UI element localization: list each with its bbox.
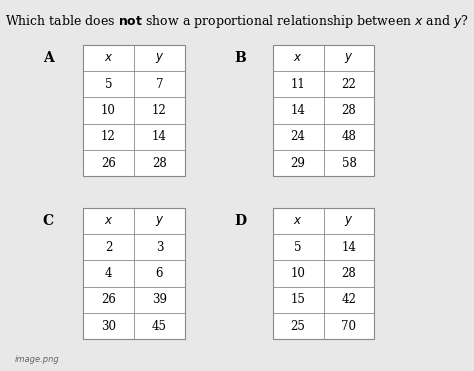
Text: 22: 22 [342, 78, 356, 91]
Text: 12: 12 [101, 130, 116, 143]
Text: B: B [235, 50, 246, 65]
Text: $x$: $x$ [293, 214, 303, 227]
Text: 14: 14 [152, 130, 167, 143]
Text: 39: 39 [152, 293, 167, 306]
Text: A: A [43, 50, 54, 65]
Text: 45: 45 [152, 320, 167, 333]
Text: 2: 2 [105, 241, 112, 254]
Text: 5: 5 [294, 241, 302, 254]
Text: 42: 42 [342, 293, 356, 306]
Text: C: C [43, 214, 54, 228]
Text: 6: 6 [155, 267, 163, 280]
Text: 28: 28 [152, 157, 167, 170]
Text: $x$: $x$ [104, 51, 113, 64]
Text: 3: 3 [155, 241, 163, 254]
Text: 26: 26 [101, 157, 116, 170]
FancyBboxPatch shape [83, 45, 185, 176]
Text: D: D [235, 214, 247, 228]
Text: image.png: image.png [14, 355, 59, 364]
Text: 58: 58 [342, 157, 356, 170]
Text: 15: 15 [291, 293, 305, 306]
Text: 28: 28 [342, 104, 356, 117]
Text: 11: 11 [291, 78, 305, 91]
Text: 10: 10 [291, 267, 305, 280]
Text: $y$: $y$ [155, 214, 164, 228]
Text: 4: 4 [105, 267, 112, 280]
FancyBboxPatch shape [273, 208, 374, 339]
Text: 26: 26 [101, 293, 116, 306]
Text: $y$: $y$ [344, 214, 354, 228]
Text: 48: 48 [342, 130, 356, 143]
Text: 30: 30 [101, 320, 116, 333]
Text: 70: 70 [341, 320, 356, 333]
FancyBboxPatch shape [273, 45, 374, 176]
Text: 25: 25 [291, 320, 305, 333]
Text: 7: 7 [155, 78, 163, 91]
Text: $x$: $x$ [293, 51, 303, 64]
Text: Which table does $\mathbf{not}$ show a proportional relationship between $x$ and: Which table does $\mathbf{not}$ show a p… [5, 13, 469, 30]
Text: 14: 14 [342, 241, 356, 254]
Text: 5: 5 [105, 78, 112, 91]
Text: $y$: $y$ [155, 51, 164, 65]
Text: 14: 14 [291, 104, 305, 117]
FancyBboxPatch shape [83, 208, 185, 339]
Text: 24: 24 [291, 130, 305, 143]
Text: 29: 29 [291, 157, 305, 170]
Text: 10: 10 [101, 104, 116, 117]
Text: 12: 12 [152, 104, 167, 117]
Text: $x$: $x$ [104, 214, 113, 227]
Text: 28: 28 [342, 267, 356, 280]
Text: $y$: $y$ [344, 51, 354, 65]
